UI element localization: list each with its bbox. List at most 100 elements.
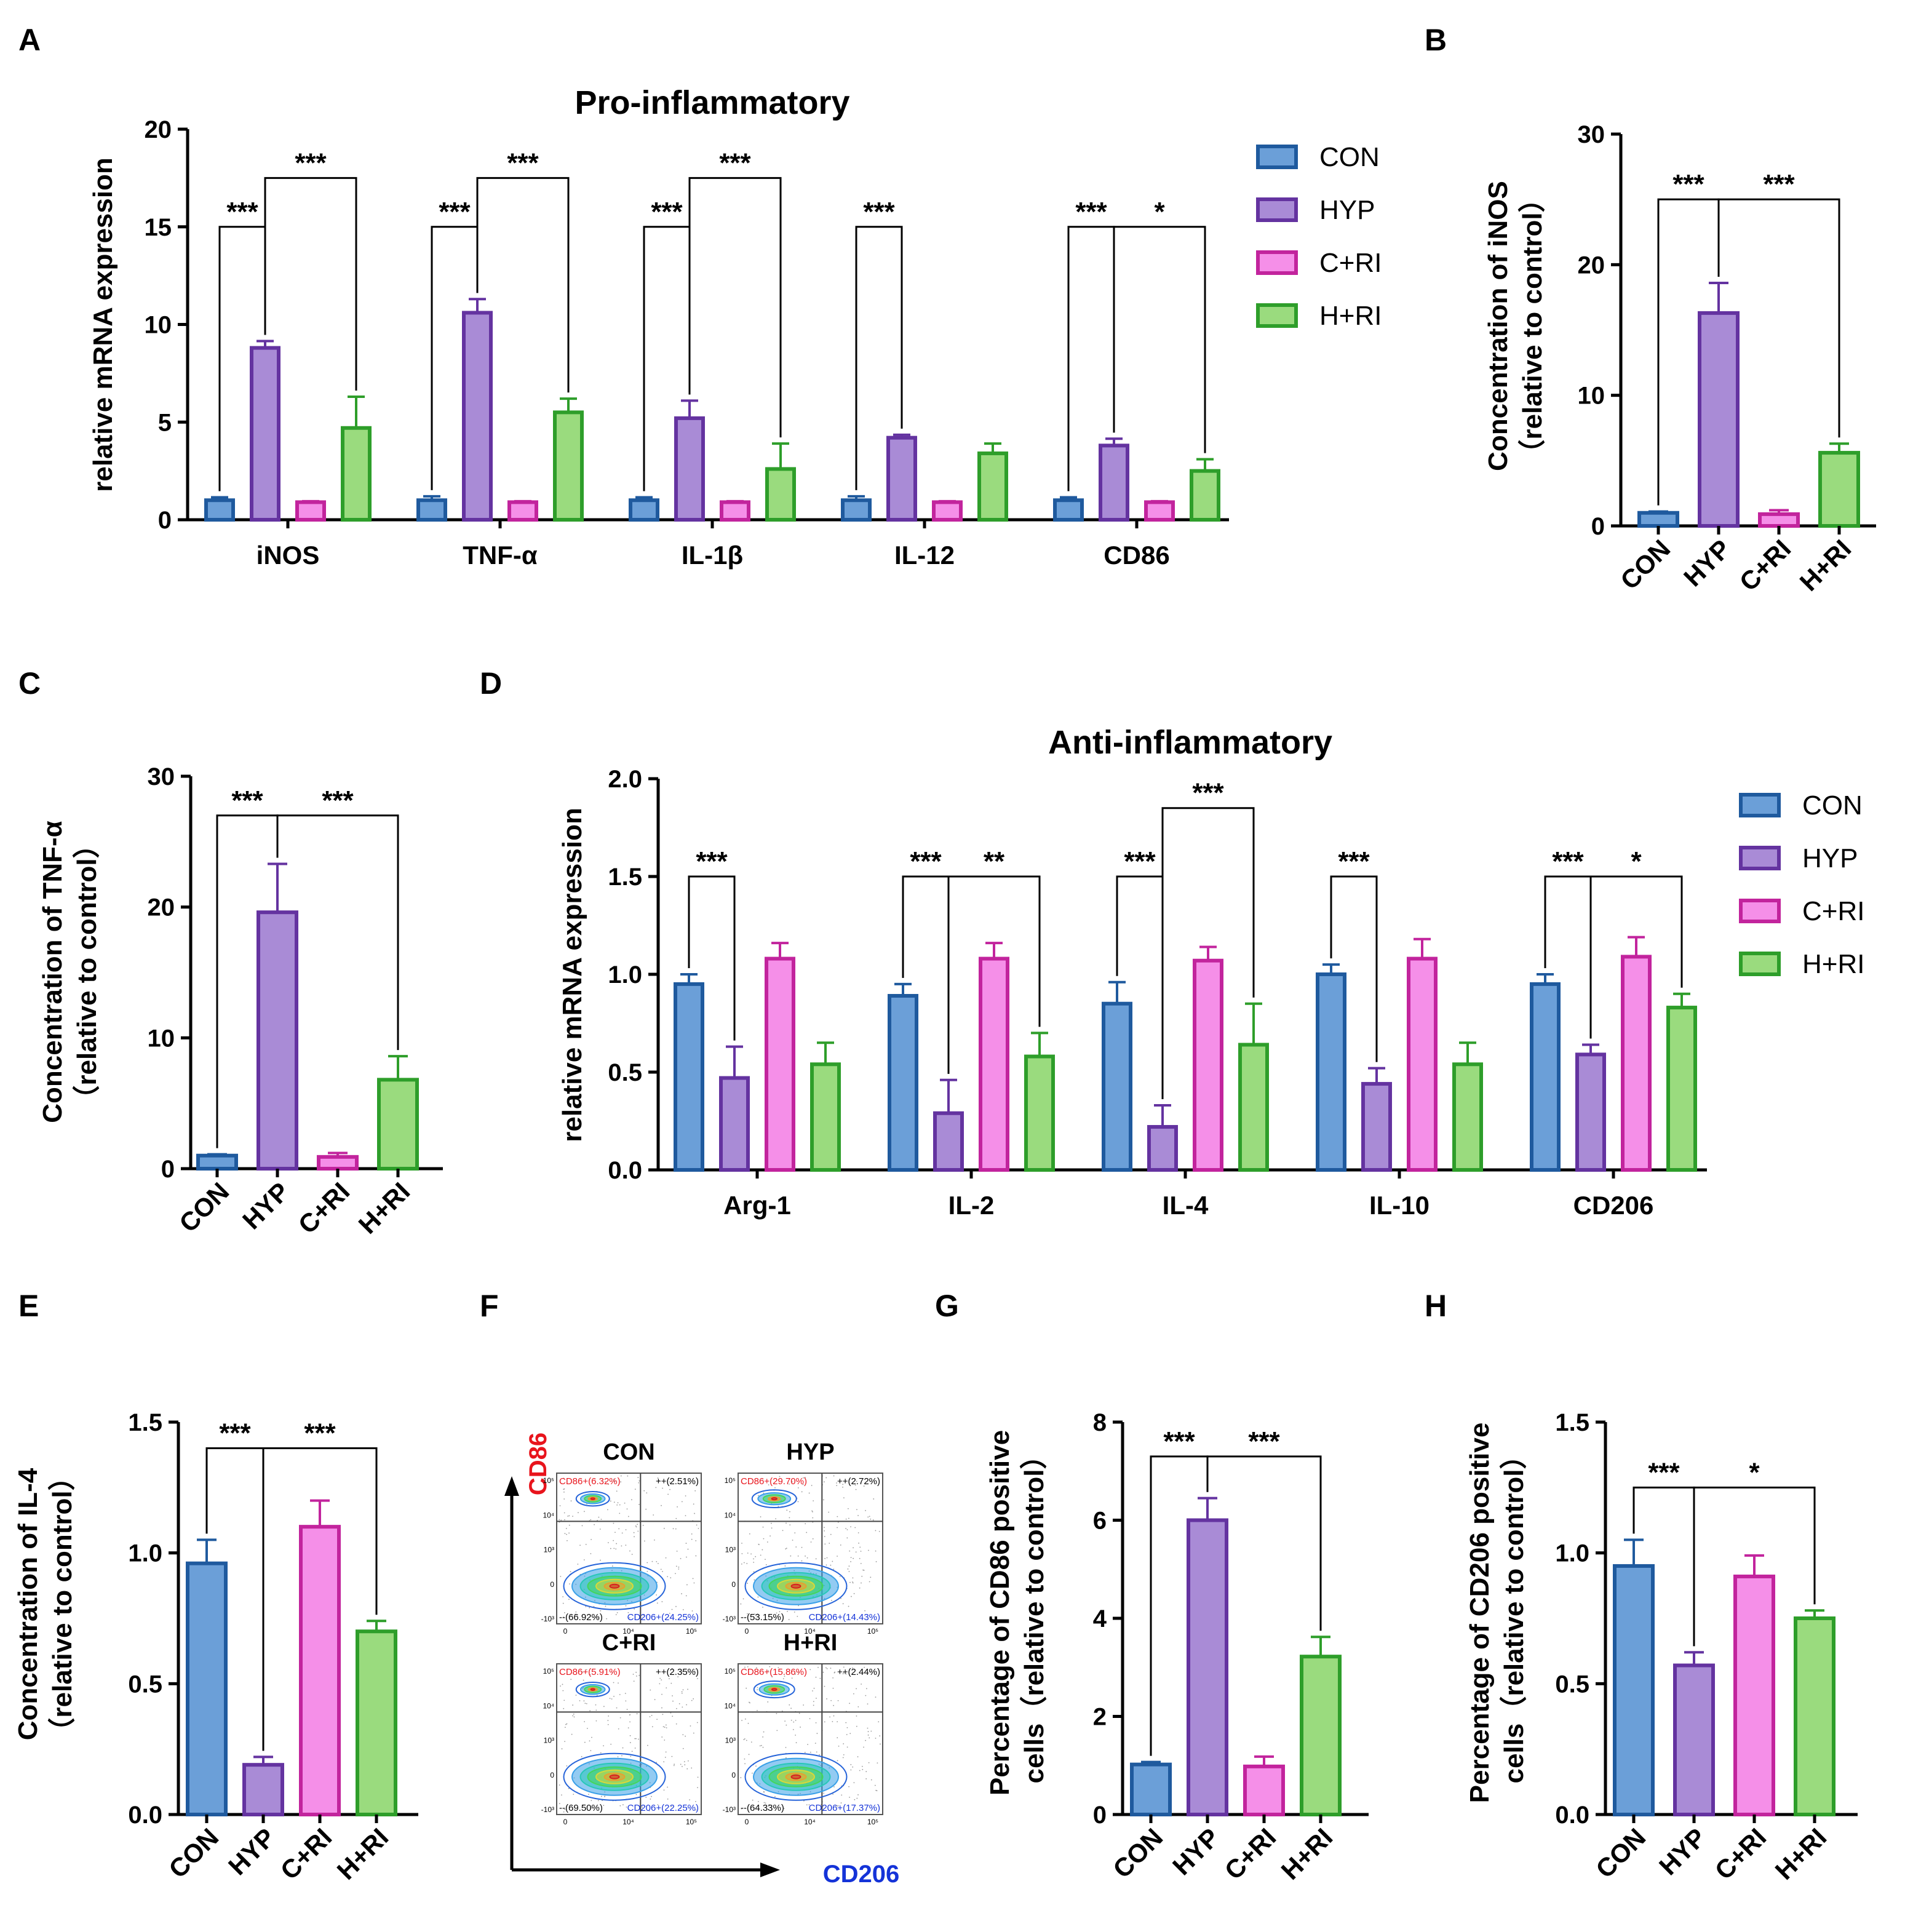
flow-event-dot xyxy=(661,1601,663,1602)
flow-event-dot xyxy=(775,1518,776,1520)
flow-event-dot xyxy=(662,1726,664,1728)
y-axis-label-line2: cells（relative to control） xyxy=(1499,1442,1529,1783)
flow-y-tick-label: 10⁴ xyxy=(543,1701,554,1710)
flow-event-dot xyxy=(771,1527,773,1529)
flow-event-dot xyxy=(584,1741,586,1743)
flow-y-tick-label: 10³ xyxy=(725,1736,736,1745)
flow-event-dot xyxy=(741,1543,742,1544)
flow-event-dot xyxy=(768,1670,769,1672)
flow-event-dot xyxy=(874,1784,876,1786)
flow-event-dot xyxy=(608,1715,610,1717)
legend-swatch-cplus-ri xyxy=(1739,899,1781,923)
flow-event-dot xyxy=(675,1528,677,1530)
flow-event-dot xyxy=(665,1751,667,1753)
flow-event-dot xyxy=(760,1744,762,1746)
flow-event-dot xyxy=(846,1746,848,1748)
y-tick-label: 0.0 xyxy=(1555,1802,1589,1829)
flow-event-dot xyxy=(832,1687,834,1689)
flow-contour xyxy=(590,1688,595,1691)
flow-event-dot xyxy=(875,1561,877,1562)
x-tick-label: iNOS xyxy=(257,541,320,570)
flow-event-dot xyxy=(746,1563,748,1564)
flow-event-dot xyxy=(693,1503,694,1505)
significance-label: *** xyxy=(1163,1426,1195,1457)
flow-event-dot xyxy=(625,1605,627,1607)
flow-event-dot xyxy=(653,1514,654,1516)
flow-event-dot xyxy=(590,1552,592,1554)
flow-event-dot xyxy=(680,1558,682,1559)
significance-bracket xyxy=(1717,198,1840,438)
flow-event-dot xyxy=(784,1720,786,1722)
flow-event-dot xyxy=(608,1484,610,1485)
flow-event-dot xyxy=(617,1502,619,1503)
flow-event-dot xyxy=(631,1554,633,1555)
flow-event-dot xyxy=(857,1515,859,1516)
flow-event-dot xyxy=(622,1804,624,1806)
bar-con xyxy=(1637,511,1679,528)
flow-event-dot xyxy=(832,1721,833,1722)
flow-event-dot xyxy=(575,1611,577,1613)
flow-event-dot xyxy=(778,1667,779,1669)
flow-event-dot xyxy=(570,1615,571,1617)
quadrant-label-lower-right: CD206+(14.43%) xyxy=(809,1612,880,1623)
flow-y-tick-label: 10⁴ xyxy=(543,1511,554,1519)
flow-event-dot xyxy=(845,1722,847,1723)
flow-event-dot xyxy=(833,1475,835,1477)
legend-label-hyp: HYP xyxy=(1802,843,1858,873)
flow-event-dot xyxy=(757,1800,759,1802)
flow-event-dot xyxy=(866,1669,868,1671)
flow-event-dot xyxy=(611,1672,613,1674)
flow-event-dot xyxy=(781,1711,783,1712)
bar-cplus-ri xyxy=(1758,512,1800,528)
flow-event-dot xyxy=(564,1727,566,1728)
flow-event-dot xyxy=(754,1613,755,1615)
flow-event-dot xyxy=(575,1695,577,1696)
flow-event-dot xyxy=(651,1715,653,1716)
flow-event-dot xyxy=(842,1603,844,1605)
legend-label-hplus-ri: H+RI xyxy=(1319,301,1382,331)
flow-event-dot xyxy=(646,1492,648,1494)
panel-letter-g: G xyxy=(935,1289,959,1323)
flow-plot-title: CON xyxy=(603,1439,654,1465)
flow-event-dot xyxy=(600,1610,602,1612)
bar-cplus-ri xyxy=(1733,1574,1775,1817)
y-tick-label: 0.0 xyxy=(608,1157,642,1184)
flow-event-dot xyxy=(842,1757,844,1759)
flow-event-dot xyxy=(848,1605,849,1607)
flow-event-dot xyxy=(611,1565,613,1567)
flow-event-dot xyxy=(861,1684,862,1685)
flow-event-dot xyxy=(597,1519,599,1521)
flow-x-tick-label: 0 xyxy=(745,1627,749,1636)
x-tick-label: CD206 xyxy=(1573,1191,1654,1220)
flow-event-dot xyxy=(633,1532,635,1533)
y-tick-label: 6 xyxy=(1093,1508,1107,1535)
flow-y-tick-label: -10³ xyxy=(723,1805,736,1814)
flow-event-dot xyxy=(812,1517,814,1519)
flow-event-dot xyxy=(669,1613,670,1614)
flow-event-dot xyxy=(870,1576,872,1578)
flow-event-dot xyxy=(627,1516,629,1517)
flow-event-dot xyxy=(806,1557,808,1559)
flow-event-dot xyxy=(757,1613,758,1615)
flow-event-dot xyxy=(767,1701,769,1703)
flow-event-dot xyxy=(663,1789,665,1791)
flow-event-dot xyxy=(852,1582,854,1584)
flow-event-dot xyxy=(621,1755,622,1757)
flow-event-dot xyxy=(853,1557,854,1559)
flow-event-dot xyxy=(619,1504,621,1506)
flow-y-tick-label: 10³ xyxy=(544,1736,554,1745)
flow-event-dot xyxy=(568,1532,570,1534)
flow-event-dot xyxy=(621,1545,622,1547)
flow-event-dot xyxy=(848,1565,850,1567)
flow-event-dot xyxy=(853,1693,854,1695)
y-tick-label: 1.0 xyxy=(1555,1540,1589,1567)
flow-event-dot xyxy=(839,1576,841,1577)
flow-event-dot xyxy=(632,1674,634,1675)
flow-event-dot xyxy=(847,1568,849,1570)
y-tick-label: 1.0 xyxy=(128,1540,162,1567)
flow-event-dot xyxy=(804,1752,806,1753)
flow-event-dot xyxy=(608,1542,609,1543)
flow-event-dot xyxy=(635,1794,637,1795)
flow-event-dot xyxy=(795,1546,797,1548)
flow-y-tick-label: -10³ xyxy=(723,1615,736,1623)
